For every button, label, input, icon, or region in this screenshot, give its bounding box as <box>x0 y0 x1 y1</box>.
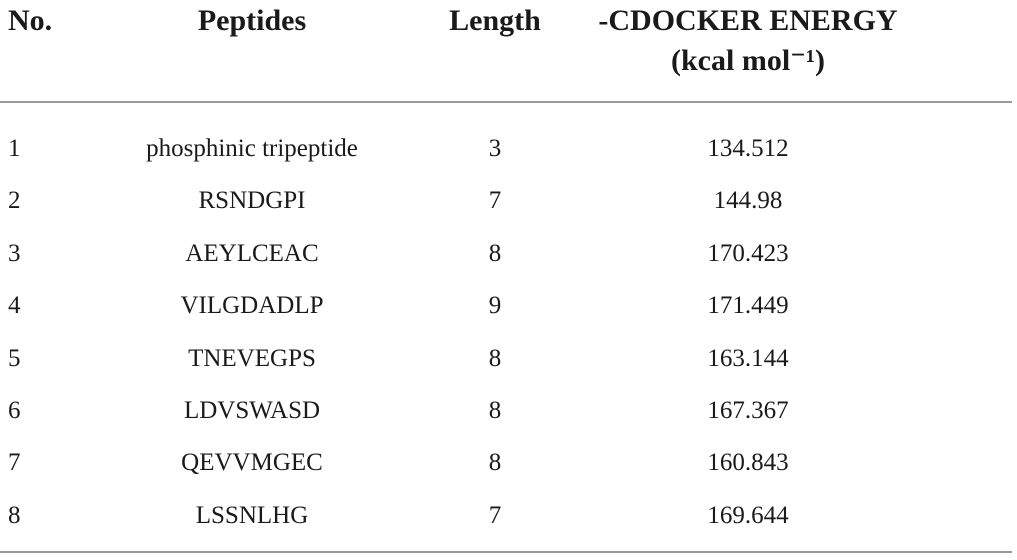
table-cell: RSNDGPI <box>198 187 306 215</box>
header-rule <box>0 101 1012 103</box>
table-cell: 8 <box>488 449 502 477</box>
table-cell: 3 <box>8 239 21 267</box>
table-cell: 3 <box>488 135 502 162</box>
table-cell: 167.367 <box>707 397 789 424</box>
table-cell: 2 <box>8 187 21 215</box>
bottom-rule <box>0 551 1012 553</box>
table-cell: 1 <box>8 135 21 162</box>
table-cell: 4 <box>8 292 21 320</box>
table-cell: VILGDADLP <box>180 292 324 320</box>
table-cell: 163.144 <box>707 344 789 372</box>
table-cell: 8 <box>488 239 502 267</box>
table-cell: 160.843 <box>707 449 789 477</box>
table-cell: 7 <box>488 187 502 215</box>
table-cell: 134.512 <box>707 135 789 162</box>
table-cell: LSSNLHG <box>195 501 309 529</box>
table-cell: 8 <box>488 344 502 372</box>
table-cell: 5 <box>8 344 21 372</box>
table-cell: 6 <box>8 397 21 424</box>
column-header: Length <box>449 4 541 37</box>
table-cell: 9 <box>488 292 502 320</box>
column-header: Peptides <box>197 4 307 37</box>
table-cell: LDVSWASD <box>183 397 321 424</box>
table-cell: 169.644 <box>707 501 789 529</box>
table-cell: 7 <box>488 501 502 529</box>
table-cell: TNEVEGPS <box>188 344 316 372</box>
table-cell: QEVVMGEC <box>181 449 323 477</box>
table-cell: 171.449 <box>707 292 789 320</box>
table-cell: phosphinic tripeptide <box>146 135 358 162</box>
table-cell: AEYLCEAC <box>185 239 319 267</box>
column-header: No. <box>8 4 53 37</box>
table-cell: 144.98 <box>713 187 783 215</box>
table-cell: 7 <box>8 449 21 477</box>
column-header: -CDOCKER ENERGY <box>598 4 898 37</box>
table-cell: 8 <box>8 501 21 529</box>
table-cell: 8 <box>488 397 502 424</box>
table-cell: 170.423 <box>707 239 789 267</box>
column-unit: (kcal mol⁻¹) <box>671 44 825 77</box>
